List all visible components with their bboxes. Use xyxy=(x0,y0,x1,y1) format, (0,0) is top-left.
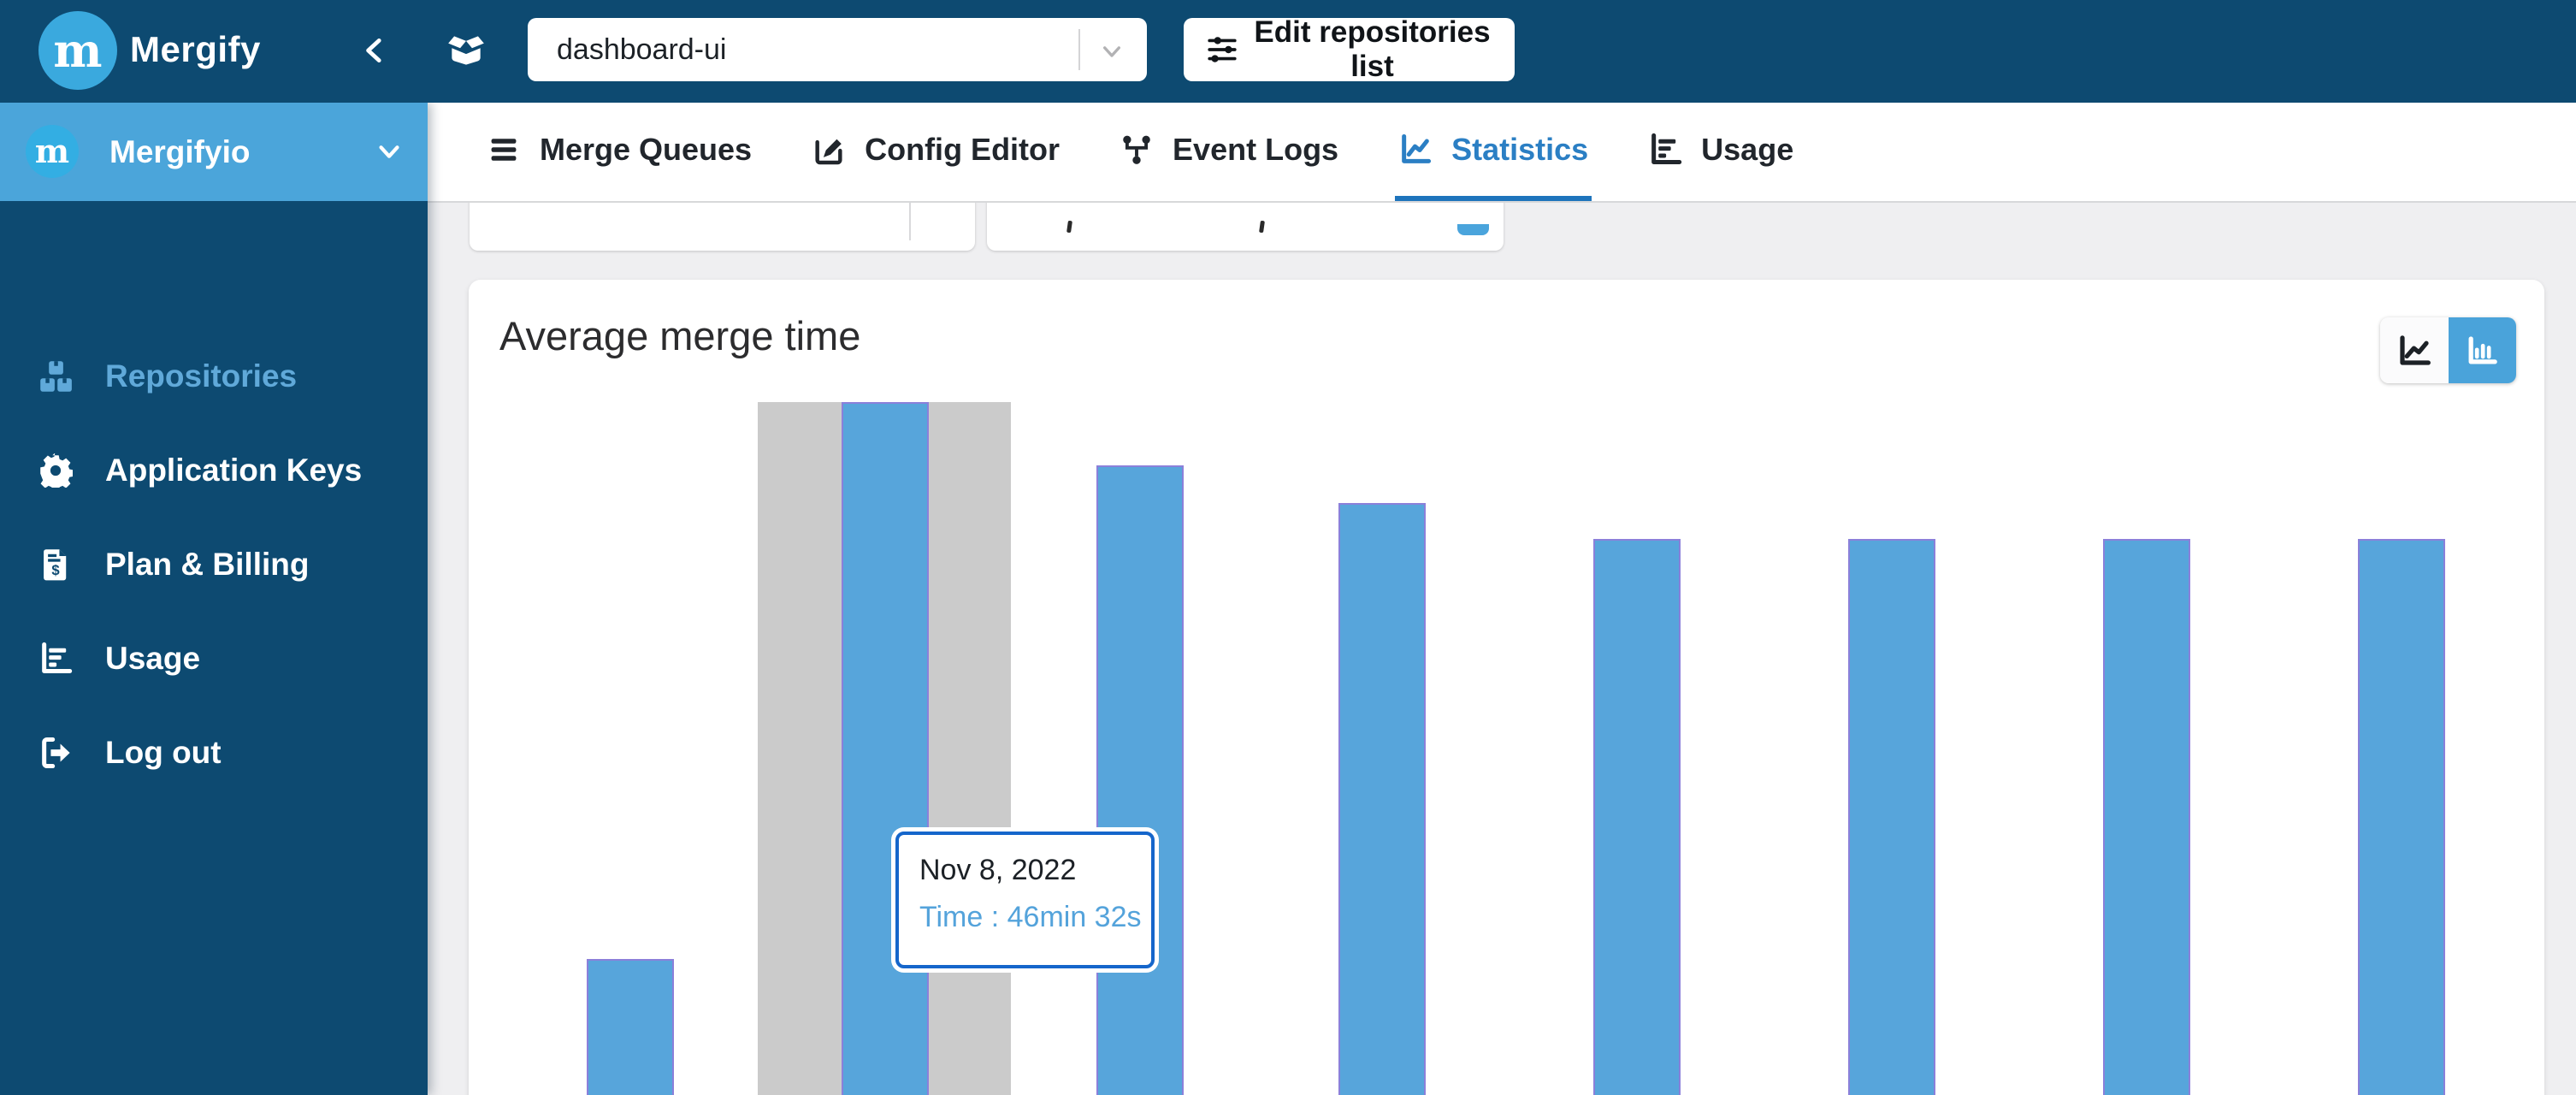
chart-view-toggle xyxy=(2380,317,2516,383)
org-name: Mergifyio xyxy=(109,133,251,169)
sidebar-item-usage[interactable]: Usage xyxy=(0,629,428,689)
chevron-down-icon xyxy=(375,137,404,166)
repository-select-value: dashboard-ui xyxy=(557,33,727,66)
filter-divider xyxy=(909,175,911,240)
sidebar-item-label: Usage xyxy=(105,641,201,676)
sidebar-item-repositories[interactable]: Repositories xyxy=(0,346,428,406)
sliders-icon xyxy=(1206,33,1238,66)
sidebar-item-label: Repositories xyxy=(105,358,298,394)
merge-time-bar-5[interactable] xyxy=(1848,539,1935,1095)
bar-steps-icon xyxy=(38,642,73,676)
network-nodes-icon xyxy=(1123,135,1150,164)
sidebar-item-application-keys[interactable]: Application Keys xyxy=(0,441,428,500)
svg-text:$: $ xyxy=(51,562,60,578)
edit-repositories-button[interactable]: Edit repositories list xyxy=(1184,15,1515,83)
pencil-square-icon xyxy=(815,139,842,164)
sidebar-item-logout[interactable]: Log out xyxy=(0,723,428,783)
chevron-down-icon[interactable] xyxy=(1099,38,1125,64)
tooltip-value: Time : 46min 32s xyxy=(919,901,1142,933)
merge-time-bar-7[interactable] xyxy=(2358,539,2445,1095)
mergify-logo-icon: m xyxy=(38,11,117,90)
merge-time-bar-3[interactable] xyxy=(1338,503,1426,1095)
gear-icon xyxy=(38,453,73,488)
receipt-dollar-icon: $ xyxy=(38,548,73,582)
line-view-button[interactable] xyxy=(2380,317,2449,383)
merge-time-bar-1[interactable] xyxy=(842,402,929,1095)
chart-title: Average merge time xyxy=(499,313,861,358)
select-divider xyxy=(1078,29,1080,70)
brand-name: Mergify xyxy=(130,29,261,69)
tab-usage[interactable]: Usage xyxy=(1645,103,1797,201)
line-chart-icon xyxy=(1402,133,1432,163)
sidebar: m Mergifyio Repositories xyxy=(0,103,428,1095)
chart-tooltip: Nov 8, 2022 Time : 46min 32s xyxy=(895,832,1155,968)
boxes-icon xyxy=(38,359,73,394)
merge-time-bar-6[interactable] xyxy=(2103,539,2190,1095)
line-chart-icon xyxy=(2400,334,2431,365)
calendar-icon[interactable] xyxy=(1457,224,1489,235)
tab-label: Merge Queues xyxy=(540,131,753,167)
tab-merge-queues[interactable]: Merge Queues xyxy=(483,103,755,201)
org-selector[interactable]: m Mergifyio xyxy=(0,103,428,201)
tab-statistics[interactable]: Statistics xyxy=(1395,103,1592,201)
list-icon xyxy=(491,138,517,161)
merge-time-bar-4[interactable] xyxy=(1593,539,1681,1095)
edit-repositories-label: Edit repositories list xyxy=(1254,15,1491,83)
tab-label: Statistics xyxy=(1451,131,1589,167)
tab-label: Usage xyxy=(1701,131,1794,167)
collapse-sidebar-button[interactable] xyxy=(359,34,392,67)
tab-label: Event Logs xyxy=(1173,131,1339,167)
mergify-avatar-icon: m xyxy=(26,125,79,178)
sidebar-item-plan-billing[interactable]: $ Plan & Billing xyxy=(0,535,428,595)
repository-select[interactable]: dashboard-ui xyxy=(528,18,1147,81)
logout-icon xyxy=(38,736,73,770)
chevron-left-icon xyxy=(366,38,381,62)
bar-steps-icon xyxy=(1651,133,1682,164)
merge-time-bar-2[interactable] xyxy=(1096,465,1184,1095)
top-bar: m Mergify dashboard-ui xyxy=(0,0,2576,103)
sidebar-item-label: Log out xyxy=(105,735,222,770)
tab-event-logs[interactable]: Event Logs xyxy=(1116,103,1342,201)
sidebar-item-label: Plan & Billing xyxy=(105,547,310,582)
bar-chart-icon xyxy=(2468,335,2498,364)
bar-view-button[interactable] xyxy=(2448,317,2516,383)
average-merge-time-card: Average merge time xyxy=(469,280,2544,1095)
open-box-icon[interactable] xyxy=(445,29,487,72)
sidebar-item-label: Application Keys xyxy=(105,453,363,488)
tooltip-date: Nov 8, 2022 xyxy=(919,854,1077,886)
merge-time-bar-0[interactable] xyxy=(587,959,674,1095)
tab-label: Config Editor xyxy=(865,131,1061,167)
tab-config-editor[interactable]: Config Editor xyxy=(808,103,1063,201)
tabs-header: Merge Queues Config Editor Event Logs St… xyxy=(428,103,2576,203)
